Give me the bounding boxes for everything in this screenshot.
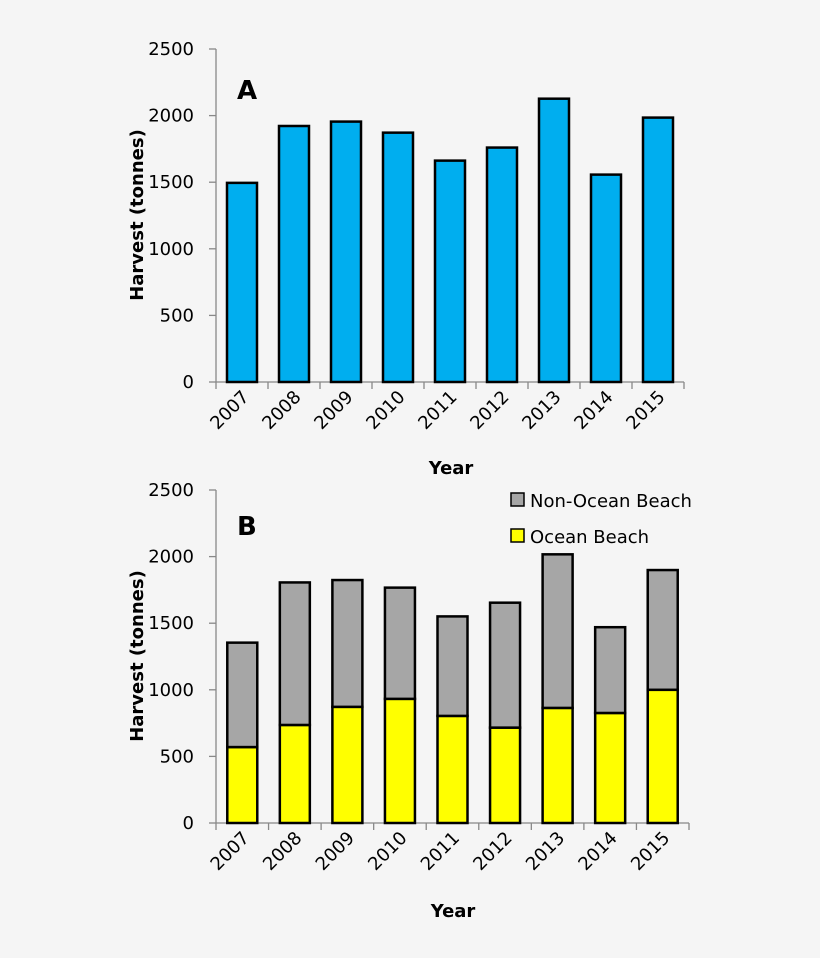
x-axis-title: Year — [430, 901, 476, 922]
bar-2010 — [381, 131, 415, 384]
bar-2012 — [485, 146, 519, 384]
bar-2012-non-ocean-beach — [488, 601, 522, 729]
y-tick-label: 500 — [160, 305, 194, 326]
x-tick-label: 2012 — [466, 387, 513, 434]
y-tick-label: 2500 — [148, 39, 194, 60]
bar-2011-ocean-beach — [436, 714, 469, 825]
bar-2015-non-ocean-beach — [646, 568, 679, 692]
bar-2014 — [589, 173, 623, 384]
bar-2009-non-ocean-beach — [331, 578, 364, 709]
x-tick-label: 2008 — [259, 828, 306, 875]
bar-2011 — [433, 159, 467, 384]
x-tick-label: 2010 — [364, 828, 411, 875]
bar-2007-non-ocean-beach — [226, 641, 259, 749]
bar-2008 — [277, 124, 311, 384]
chart-panel-A: 0 500 1000 1500 2000 2500 2007 2008 2009 2010 2011… — [127, 39, 685, 479]
y-tick-label: 1000 — [148, 680, 194, 701]
x-tick-label: 2014 — [574, 828, 621, 875]
bar-2008-ocean-beach — [278, 723, 312, 825]
y-tick-label: 0 — [183, 813, 194, 834]
legend-swatch — [510, 528, 525, 543]
bar-2008-non-ocean-beach — [278, 581, 312, 727]
y-tick-label: 1000 — [148, 239, 194, 260]
x-tick-label: 2011 — [414, 387, 461, 434]
legend-swatch — [510, 492, 525, 507]
y-tick-label: 2000 — [148, 106, 194, 127]
y-tick-label: 0 — [183, 372, 194, 393]
x-tick-label: 2014 — [570, 387, 617, 434]
y-axis-title: Harvest (tonnes) — [127, 129, 148, 301]
y-tick-label: 2500 — [148, 480, 194, 501]
x-tick-label: 2008 — [258, 387, 305, 434]
x-tick-label: 2007 — [206, 387, 253, 434]
chart-panel-B: 0 500 1000 1500 2000 2500 2007 2008 2009 2010 2011… — [127, 480, 692, 922]
bar-2010-non-ocean-beach — [383, 586, 417, 701]
x-tick-label: 2013 — [522, 828, 569, 875]
y-tick-label: 2000 — [148, 547, 194, 568]
y-axis-title: Harvest (tonnes) — [127, 570, 148, 742]
panel-label: A — [237, 76, 257, 106]
x-tick-label: 2011 — [417, 828, 464, 875]
x-tick-label: 2010 — [362, 387, 409, 434]
bar-2014-non-ocean-beach — [593, 625, 627, 715]
x-tick-label: 2015 — [627, 828, 674, 875]
bar-2009-ocean-beach — [331, 705, 364, 825]
bar-2007-ocean-beach — [226, 745, 259, 825]
bar-2013 — [537, 97, 571, 384]
bar-2010-ocean-beach — [383, 697, 417, 825]
x-tick-label: 2009 — [312, 828, 359, 875]
bar-2007 — [225, 181, 259, 384]
bar-2015 — [641, 116, 675, 384]
x-axis-title: Year — [428, 458, 474, 479]
y-tick-label: 500 — [160, 746, 194, 767]
bar-2011-non-ocean-beach — [436, 615, 469, 718]
x-tick-label: 2015 — [622, 387, 669, 434]
x-tick-label: 2009 — [310, 387, 357, 434]
x-tick-label: 2013 — [518, 387, 565, 434]
bar-2015-ocean-beach — [646, 688, 679, 825]
y-tick-label: 1500 — [148, 613, 194, 634]
bar-2014-ocean-beach — [593, 711, 627, 825]
x-tick-label: 2012 — [469, 828, 516, 875]
legend-label: Ocean Beach — [530, 527, 649, 548]
y-tick-label: 1500 — [148, 172, 194, 193]
legend-label: Non-Ocean Beach — [530, 491, 692, 512]
x-tick-label: 2007 — [207, 828, 254, 875]
legend: Non-Ocean Beach Ocean Beach — [510, 491, 692, 548]
bar-2013-ocean-beach — [541, 706, 574, 825]
bar-2013-non-ocean-beach — [541, 553, 574, 710]
bar-2009 — [329, 120, 363, 384]
bar-2012-ocean-beach — [488, 726, 522, 825]
panel-label: B — [237, 512, 257, 542]
